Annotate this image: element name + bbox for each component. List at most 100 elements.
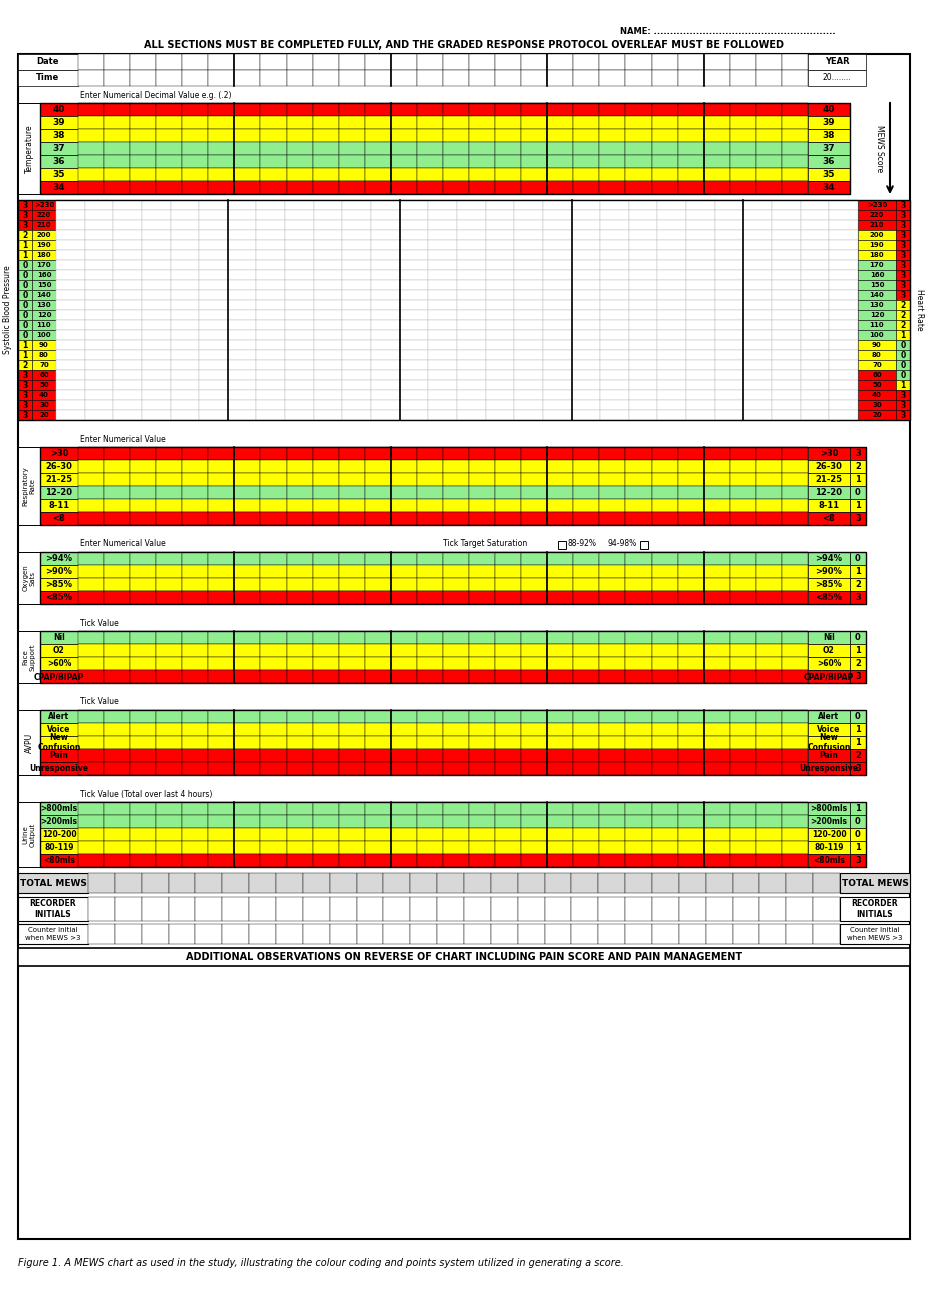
Bar [599,814,625,827]
Text: 3: 3 [899,411,905,419]
Bar [571,280,600,290]
Text: 150: 150 [37,282,51,288]
Bar [771,280,800,290]
Bar [743,220,771,230]
Bar [495,710,521,723]
Bar [156,116,182,129]
Bar [40,552,78,565]
Bar [685,360,714,369]
Bar [142,310,171,320]
Bar [495,565,521,578]
Bar [286,461,312,474]
Bar [677,710,703,723]
Bar [651,762,677,775]
Bar [235,853,260,866]
Bar [547,710,573,723]
Bar [743,209,771,220]
Bar [156,762,182,775]
Bar [40,801,865,866]
Bar [156,814,182,827]
Bar [456,301,485,310]
Bar [714,330,743,340]
Bar [442,814,468,827]
Bar [679,873,705,892]
Bar [456,230,485,239]
Bar [756,827,781,840]
Bar [703,710,729,723]
Bar [771,410,800,420]
Bar [703,142,729,155]
Bar [171,340,199,350]
Bar [781,103,807,116]
Bar [599,142,625,155]
Bar [468,644,495,657]
Bar [573,578,599,591]
Bar [209,657,235,670]
Bar [625,181,651,194]
Bar [629,260,657,271]
Bar [573,670,599,683]
Text: 1: 1 [899,330,905,340]
Text: Enter Numerical Decimal Value e.g. (.2): Enter Numerical Decimal Value e.g. (.2) [80,91,231,99]
Text: 190: 190 [37,242,51,248]
Bar [756,70,781,86]
Bar [756,710,781,723]
Bar [260,168,286,181]
Bar [729,801,756,814]
Bar [40,631,865,683]
Bar [573,103,599,116]
Bar [657,390,685,399]
Bar [703,565,729,578]
Bar [313,301,342,310]
Bar [428,239,456,250]
Bar [485,250,514,260]
Bar [839,873,909,892]
Bar [756,840,781,853]
Bar [807,155,849,168]
Bar [390,591,416,604]
Bar [371,271,400,280]
Bar [895,250,909,260]
Bar [313,260,342,271]
Text: 0: 0 [22,330,28,340]
Bar [342,390,371,399]
Bar [171,360,199,369]
Bar [456,280,485,290]
Bar [156,461,182,474]
Bar [743,250,771,260]
Text: 90: 90 [871,342,881,347]
Bar [651,461,677,474]
Bar [209,814,235,827]
Bar [807,513,849,526]
Bar [485,380,514,390]
Bar [573,814,599,827]
Bar [209,723,235,736]
Bar [468,513,495,526]
Bar [547,103,573,116]
Bar [364,168,390,181]
Bar [781,474,807,487]
Bar [390,762,416,775]
Bar [442,142,468,155]
Bar [338,631,364,644]
Bar [171,209,199,220]
Bar [285,301,313,310]
Bar [156,168,182,181]
Bar [651,853,677,866]
Bar [104,801,130,814]
Bar [442,591,468,604]
Bar [625,565,651,578]
Bar [679,924,705,945]
Bar [338,762,364,775]
Bar [113,360,142,369]
Bar [286,116,312,129]
Bar [651,487,677,500]
Bar [371,399,400,410]
Bar [260,474,286,487]
Bar [171,239,199,250]
Bar [142,924,169,945]
Bar [651,474,677,487]
Bar [104,853,130,866]
Bar [416,670,442,683]
Bar [156,749,182,762]
